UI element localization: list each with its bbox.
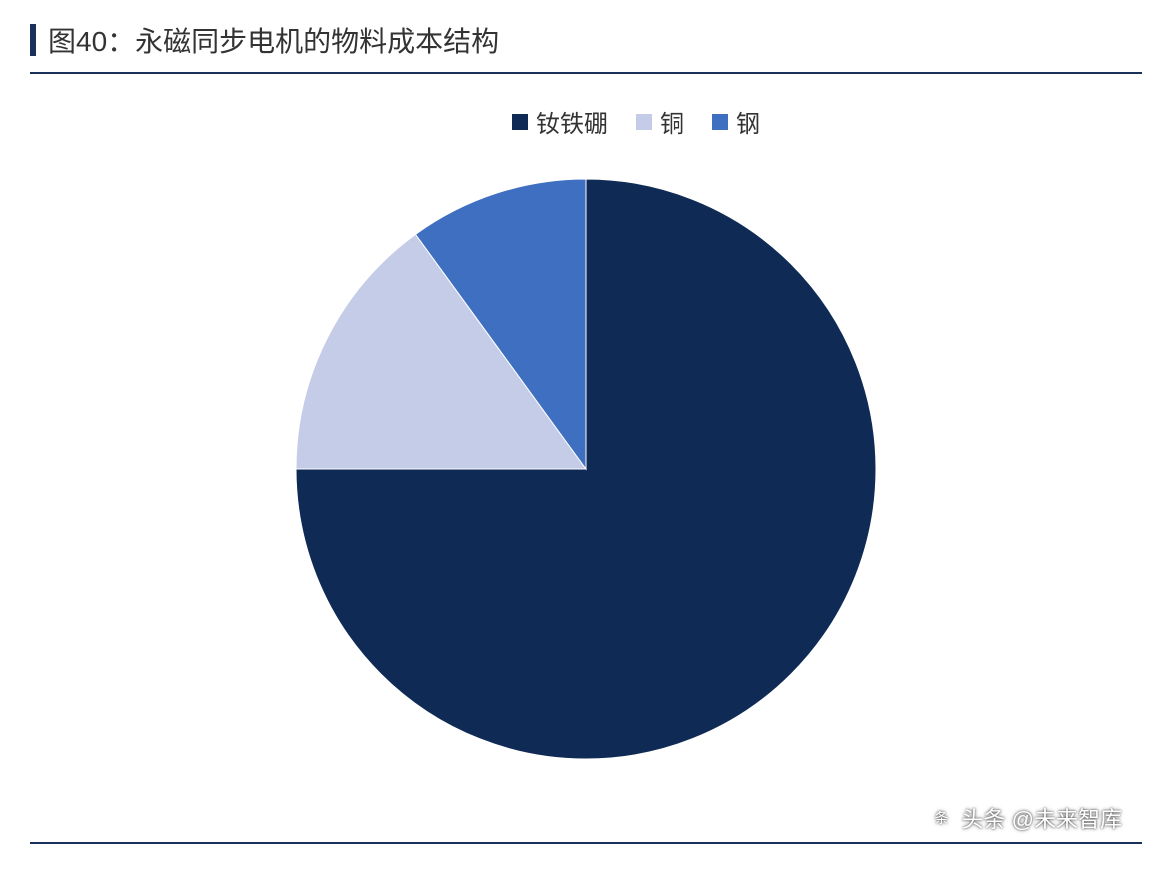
chart-area: 钕铁硼 铜 钢 [30,74,1142,769]
pie-chart [286,169,886,769]
legend-item: 钕铁硼 [512,104,608,139]
legend-label-0: 钕铁硼 [536,104,608,139]
legend-item: 钢 [712,104,760,139]
legend-label-2: 钢 [736,104,760,139]
legend-swatch-0 [512,114,528,130]
pie-svg [286,169,886,769]
bottom-rule [30,842,1142,844]
watermark-icon: 条 [930,806,954,830]
chart-title: 图40：永磁同步电机的物料成本结构 [48,20,499,60]
title-accent [30,24,36,56]
legend-swatch-1 [636,114,652,130]
title-bar: 图40：永磁同步电机的物料成本结构 [30,20,1142,74]
legend-swatch-2 [712,114,728,130]
watermark-text: 头条 @未来智库 [962,802,1122,834]
legend-label-1: 铜 [660,104,684,139]
watermark: 条 头条 @未来智库 [930,802,1122,834]
legend: 钕铁硼 铜 钢 [512,104,760,139]
legend-item: 铜 [636,104,684,139]
